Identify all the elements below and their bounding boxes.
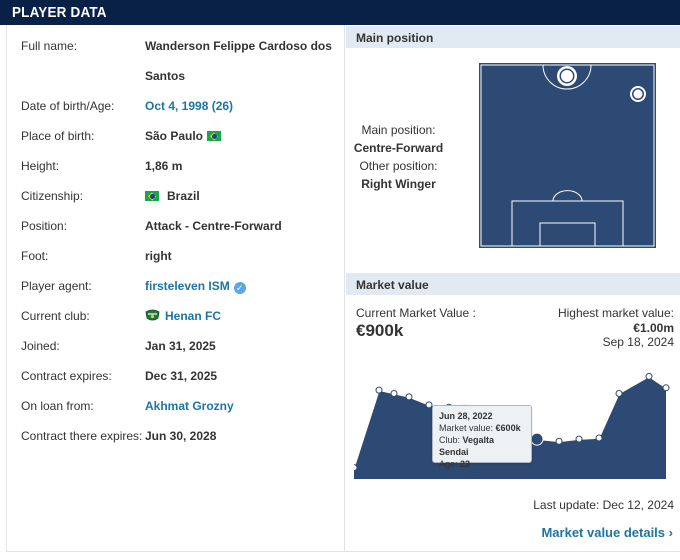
market-value-point[interactable] bbox=[595, 434, 603, 442]
info-value-current-club: Henan FC bbox=[145, 309, 221, 323]
market-value-tooltip: Jun 28, 2022 Market value: €600k Club: V… bbox=[432, 405, 532, 469]
market-value-point[interactable] bbox=[555, 437, 563, 445]
market-value-details-link[interactable]: Market value details › bbox=[541, 525, 673, 540]
market-value-heading: Market value bbox=[346, 273, 680, 295]
market-value-point[interactable] bbox=[662, 384, 670, 392]
tooltip-mv-value: €600k bbox=[495, 423, 521, 433]
info-label: Place of birth: bbox=[21, 129, 95, 143]
info-value-full-name: Wanderson Felippe Cardoso dos bbox=[145, 39, 332, 53]
other-position-value: Right Winger bbox=[361, 177, 436, 191]
info-label: Player agent: bbox=[21, 279, 92, 293]
brazil-flag-icon bbox=[207, 131, 222, 141]
verified-check-icon: ✓ bbox=[233, 282, 246, 294]
highest-market-value-date: Sep 18, 2024 bbox=[602, 335, 674, 349]
info-label: Citizenship: bbox=[21, 189, 84, 203]
info-value-agent: firsteleven ISM ✓ bbox=[145, 279, 246, 294]
tooltip-date: Jun 28, 2022 bbox=[439, 411, 493, 421]
tooltip-mv-label: Market value: bbox=[439, 423, 494, 433]
dob-link[interactable]: Oct 4, 1998 (26) bbox=[145, 99, 234, 113]
main-position-label: Main position: bbox=[361, 123, 436, 137]
player-info-list: Full name: Wanderson Felippe Cardoso dos… bbox=[7, 25, 345, 552]
main-position-value: Centre-Forward bbox=[353, 141, 444, 155]
birthplace-text: São Paulo bbox=[145, 129, 204, 143]
info-value-joined: Jan 31, 2025 bbox=[145, 339, 216, 353]
player-data-header: PLAYER DATA bbox=[0, 0, 680, 25]
info-label: Full name: bbox=[21, 39, 78, 53]
tooltip-age-value: 23 bbox=[460, 459, 471, 469]
market-value-point[interactable] bbox=[390, 390, 398, 397]
info-value-citizenship: Brazil bbox=[145, 189, 200, 203]
henan-fc-crest-icon bbox=[145, 309, 160, 321]
market-value-point[interactable] bbox=[375, 386, 383, 394]
tooltip-club-value: Vegalta Sendai bbox=[439, 435, 495, 457]
player-data-panel: Full name: Wanderson Felippe Cardoso dos… bbox=[6, 25, 680, 552]
main-position-heading: Main position bbox=[346, 26, 680, 48]
info-value-contract: Dec 31, 2025 bbox=[145, 369, 218, 383]
market-value-point[interactable] bbox=[530, 432, 544, 446]
current-club-link[interactable]: Henan FC bbox=[165, 309, 222, 323]
highest-market-value: €1.00m bbox=[633, 321, 674, 335]
brazil-flag-icon bbox=[145, 191, 159, 201]
info-label: Contract there expires: bbox=[21, 429, 143, 443]
main-position-marker bbox=[557, 66, 577, 86]
info-label: Position: bbox=[21, 219, 68, 233]
info-value-height: 1,86 m bbox=[145, 159, 183, 173]
chevron-right-icon: › bbox=[668, 525, 673, 540]
market-value-point[interactable] bbox=[575, 435, 583, 443]
info-label: Current club: bbox=[21, 309, 90, 323]
tooltip-age-label: Age: bbox=[439, 459, 458, 469]
position-pitch-diagram bbox=[479, 63, 656, 248]
market-value-point[interactable] bbox=[405, 393, 413, 401]
highest-market-value-label: Highest market value: bbox=[557, 306, 674, 320]
current-market-value: €900k bbox=[356, 321, 404, 340]
market-value-point[interactable] bbox=[425, 401, 433, 409]
market-value-details-label: Market value details bbox=[541, 525, 666, 540]
last-update-text: Last update: Dec 12, 2024 bbox=[533, 498, 674, 512]
market-value-point[interactable] bbox=[645, 372, 653, 380]
info-label: Height: bbox=[21, 159, 60, 173]
market-value-point[interactable] bbox=[615, 390, 623, 397]
info-value-position: Attack - Centre-Forward bbox=[145, 219, 282, 233]
info-value-full-name-line2: Santos bbox=[145, 69, 186, 83]
other-position-marker bbox=[630, 86, 646, 102]
right-column: Main position Main position: Centre-Forw… bbox=[346, 25, 680, 552]
info-label: Date of birth/Age: bbox=[21, 99, 115, 113]
info-label: Joined: bbox=[21, 339, 60, 353]
info-label: Foot: bbox=[21, 249, 49, 263]
other-position-label: Other position: bbox=[359, 159, 438, 173]
info-value-contract-there: Jun 30, 2028 bbox=[145, 429, 217, 443]
citizenship-text: Brazil bbox=[167, 189, 200, 203]
loan-club-link[interactable]: Akhmat Grozny bbox=[145, 399, 234, 413]
current-market-value-label: Current Market Value : bbox=[356, 306, 476, 320]
header-title: PLAYER DATA bbox=[12, 4, 107, 21]
info-label: Contract expires: bbox=[21, 369, 112, 383]
info-value-foot: right bbox=[145, 249, 172, 263]
info-label: On loan from: bbox=[21, 399, 94, 413]
market-value-point[interactable] bbox=[354, 464, 358, 472]
info-value-birthplace: São Paulo bbox=[145, 129, 222, 143]
tooltip-club-label: Club: bbox=[439, 435, 461, 445]
agent-link[interactable]: firsteleven ISM bbox=[145, 279, 230, 293]
